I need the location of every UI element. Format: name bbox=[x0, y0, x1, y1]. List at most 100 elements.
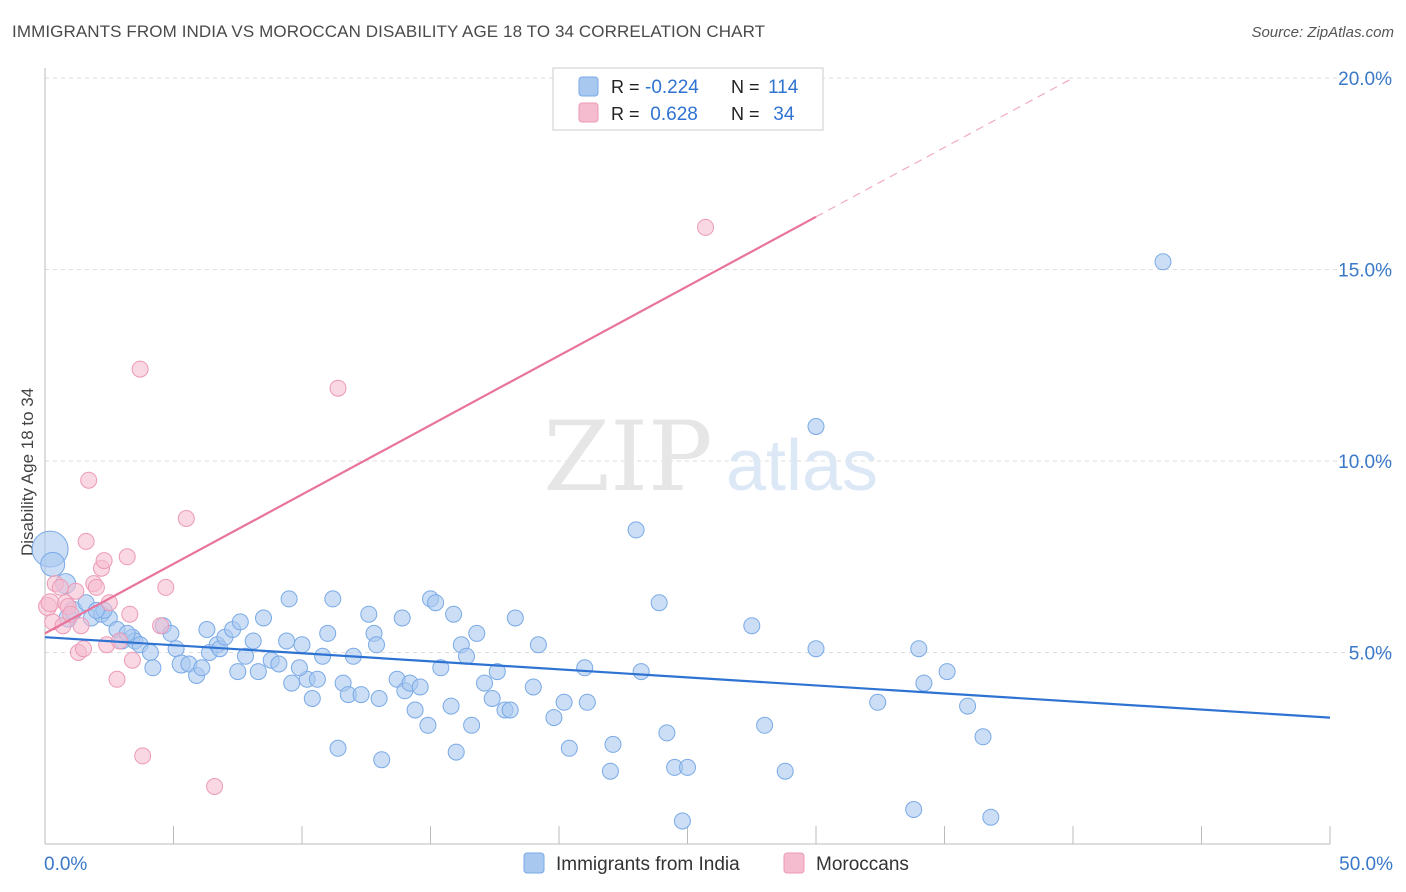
india-point bbox=[506, 609, 524, 627]
india-point bbox=[529, 636, 547, 654]
moroccan-point bbox=[118, 548, 136, 566]
india-point bbox=[244, 632, 262, 650]
legend: R = -0.224 N = 114 R = 0.628 N = 34 bbox=[552, 67, 824, 131]
y-tick-label: 5.0% bbox=[1349, 644, 1392, 665]
india-point bbox=[483, 690, 501, 707]
india-point bbox=[231, 613, 249, 631]
india-point bbox=[560, 739, 578, 757]
y-tick-label: 15.0% bbox=[1338, 261, 1392, 282]
scatter-points bbox=[31, 218, 1172, 830]
india-point bbox=[743, 617, 761, 635]
india-point bbox=[910, 640, 928, 658]
tick-labels: 5.0% 10.0% 15.0% 20.0% 0.0% 50.0% bbox=[44, 69, 1393, 875]
moroccan-point bbox=[72, 617, 90, 635]
india-point bbox=[463, 716, 481, 734]
india-point bbox=[352, 686, 370, 704]
india-point bbox=[604, 735, 622, 753]
india-point bbox=[432, 659, 450, 677]
trend-line-moroccans bbox=[44, 215, 817, 635]
india-point bbox=[229, 663, 247, 681]
india-point bbox=[1154, 253, 1172, 271]
india-point bbox=[476, 674, 493, 692]
trend-line-extension-moroccans bbox=[815, 77, 1074, 218]
india-point bbox=[255, 609, 272, 627]
axes bbox=[44, 68, 1331, 845]
legend-n-value-moroccans: 34 bbox=[768, 104, 795, 125]
india-point bbox=[905, 801, 923, 818]
moroccan-point bbox=[134, 747, 152, 765]
moroccan-point bbox=[697, 218, 714, 236]
bottom-legend-label-moroccans: Moroccans bbox=[816, 854, 909, 875]
india-point bbox=[458, 647, 475, 665]
india-point bbox=[807, 418, 825, 435]
moroccan-point bbox=[157, 578, 175, 596]
moroccan-point bbox=[80, 471, 98, 489]
moroccan-point bbox=[177, 510, 195, 527]
india-point bbox=[411, 678, 429, 696]
legend-swatch-india bbox=[578, 76, 599, 97]
india-point bbox=[524, 678, 542, 696]
india-point bbox=[419, 716, 437, 734]
bottom-legend: Immigrants from India Moroccans bbox=[523, 852, 909, 875]
moroccan-point bbox=[121, 605, 139, 623]
india-point bbox=[237, 647, 254, 665]
india-point bbox=[807, 640, 825, 658]
bottom-legend-label-india: Immigrants from India bbox=[556, 854, 740, 875]
source-label: Source: ZipAtlas.com bbox=[1251, 24, 1394, 41]
india-point bbox=[442, 697, 460, 715]
india-point bbox=[249, 663, 267, 681]
legend-n-value-india: 114 bbox=[768, 77, 799, 98]
legend-r-label-moroccans: R = bbox=[611, 104, 640, 124]
watermark: ZIP atlas bbox=[543, 401, 878, 513]
india-point bbox=[673, 812, 691, 830]
moroccan-point bbox=[67, 582, 85, 600]
india-point bbox=[393, 609, 411, 627]
chart-title: IMMIGRANTS FROM INDIA VS MOROCCAN DISABI… bbox=[12, 22, 766, 41]
india-point bbox=[319, 624, 337, 642]
moroccan-point bbox=[131, 360, 149, 378]
india-point bbox=[915, 674, 933, 692]
trend-line-india bbox=[44, 636, 1331, 719]
bottom-legend-swatch-india bbox=[523, 852, 545, 874]
india-point bbox=[270, 655, 288, 673]
india-point bbox=[368, 636, 385, 654]
moroccan-point bbox=[123, 651, 141, 669]
india-point bbox=[406, 701, 424, 719]
x-tick-label: 50.0% bbox=[1339, 854, 1393, 875]
india-point bbox=[324, 590, 342, 608]
legend-n-label-india: N = bbox=[731, 77, 760, 97]
india-point bbox=[373, 751, 391, 769]
india-point bbox=[370, 690, 388, 707]
moroccan-point bbox=[108, 670, 126, 688]
india-point bbox=[650, 594, 668, 612]
india-point bbox=[198, 621, 216, 638]
legend-r-label-india: R = bbox=[611, 77, 640, 97]
moroccan-point bbox=[40, 593, 60, 613]
india-point bbox=[278, 632, 296, 650]
india-point bbox=[40, 551, 66, 577]
india-point bbox=[501, 701, 519, 719]
india-point bbox=[679, 758, 696, 776]
india-point bbox=[445, 605, 463, 623]
india-point bbox=[303, 690, 321, 707]
legend-r-value-india: -0.224 bbox=[645, 77, 699, 98]
y-tick-label: 10.0% bbox=[1338, 452, 1392, 473]
india-point bbox=[193, 659, 211, 677]
moroccan-point bbox=[206, 778, 224, 795]
moroccan-point bbox=[87, 578, 105, 596]
india-point bbox=[290, 659, 308, 677]
india-point bbox=[468, 624, 486, 642]
india-point bbox=[601, 762, 619, 780]
india-point bbox=[776, 762, 794, 780]
india-point bbox=[632, 663, 650, 681]
india-point bbox=[280, 590, 298, 608]
moroccan-point bbox=[95, 552, 113, 570]
india-point bbox=[869, 693, 887, 711]
india-point bbox=[144, 659, 162, 677]
legend-swatch-moroccans bbox=[578, 102, 599, 123]
watermark-atlas: atlas bbox=[726, 426, 878, 506]
india-point bbox=[578, 693, 596, 711]
india-point bbox=[141, 644, 159, 661]
moroccan-point bbox=[75, 640, 92, 658]
